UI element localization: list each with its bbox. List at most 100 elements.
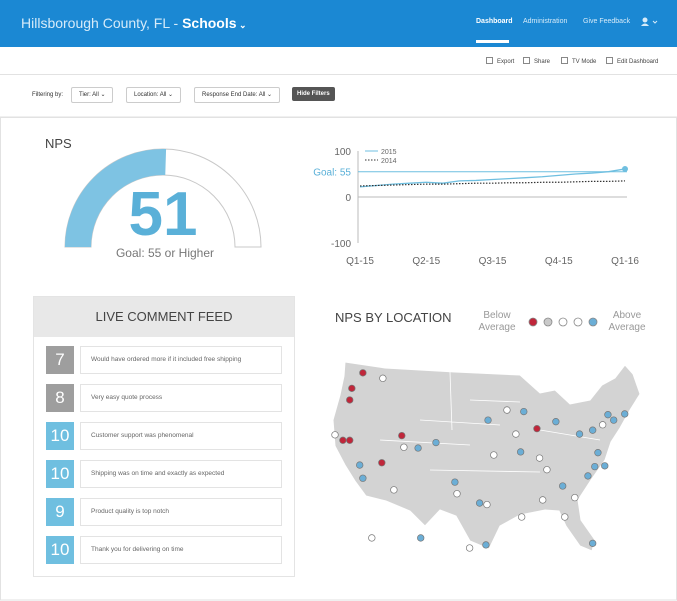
gauge-goal: Goal: 55 or Higher: [116, 246, 214, 260]
toolbar-button[interactable]: Edit Dashboard: [606, 57, 658, 65]
state-borders: [379, 371, 601, 473]
filter-bar: Filtering by: Tier: All ⌄ Location: All …: [0, 74, 677, 118]
location-dot: [575, 430, 584, 438]
comment-text: Thank you for delivering on time: [80, 536, 282, 564]
filter-dropdown[interactable]: Location: All ⌄: [126, 87, 182, 103]
org-label: Hillsborough County, FL -: [21, 15, 179, 31]
location-dot: [539, 496, 547, 504]
x-tick-label: Q3-15: [479, 256, 507, 267]
us-map-shape: [332, 361, 641, 552]
location-dot: [414, 444, 422, 452]
x-tick-label: Q2-15: [412, 256, 440, 267]
nav-link[interactable]: Give Feedback: [583, 18, 631, 25]
gauge-value: 51: [129, 180, 198, 249]
comment-score: 10: [46, 422, 74, 450]
comment-feed: LIVE COMMENT FEED 7 Would have ordered mo…: [33, 296, 295, 577]
location-dot: [559, 482, 567, 490]
series-line: [359, 180, 626, 187]
legend-dot: [558, 317, 568, 327]
comment-score: 7: [46, 346, 74, 374]
hide-filters-button[interactable]: Hide Filters: [292, 87, 335, 101]
legend-dot: [528, 317, 538, 327]
comment-text: Product quality is top notch: [80, 498, 282, 526]
location-dot: [610, 416, 618, 424]
top-bar: Hillsborough County, FL - Schools ⌄ Dash…: [0, 0, 677, 47]
location-dot: [543, 466, 551, 474]
x-tick-label: Q4-15: [545, 256, 573, 267]
gauge-fill: [65, 149, 167, 247]
location-dot: [346, 396, 354, 404]
location-dot: [594, 449, 602, 457]
user-menu[interactable]: [640, 16, 660, 28]
location-dot: [512, 430, 520, 438]
location-dot: [475, 499, 484, 507]
location-dot: [453, 490, 461, 498]
location-dot: [533, 425, 541, 433]
goal-label: Goal: 55: [313, 168, 351, 179]
location-dot: [346, 436, 354, 444]
location-dot: [368, 534, 376, 542]
location-dot: [379, 374, 387, 382]
map-title: NPS BY LOCATION: [335, 310, 452, 325]
toolbar-button[interactable]: Share: [523, 57, 550, 65]
filter-text: Response End Date: All: [202, 92, 266, 98]
legend-low: Below Average: [478, 310, 516, 333]
comment-text: Customer support was phenomenal: [80, 422, 282, 450]
location-dot: [490, 451, 498, 459]
location-dot: [599, 421, 607, 429]
location-dot: [348, 384, 356, 393]
location-dot: [535, 454, 544, 462]
legend-label: 2014: [381, 158, 397, 165]
nav-link[interactable]: Administration: [523, 18, 568, 25]
end-point: [622, 165, 628, 172]
comment-text: Would have ordered more if it included f…: [80, 346, 282, 374]
filter-text: Tier: All: [79, 92, 99, 98]
filter-dropdown[interactable]: Tier: All ⌄: [71, 87, 114, 103]
comment-score: 10: [46, 536, 74, 564]
x-tick-label: Q1-16: [611, 256, 639, 267]
location-dot: [339, 436, 347, 444]
comment-score: 8: [46, 384, 74, 412]
y-tick-label: 100: [334, 147, 351, 158]
comment-score: 9: [46, 498, 74, 526]
location-dot: [621, 410, 629, 418]
toolbar-button[interactable]: TV Mode: [561, 57, 596, 65]
location-dot: [378, 459, 386, 467]
comment-score: 10: [46, 460, 74, 488]
location-dot: [518, 513, 526, 521]
location-dot: [465, 544, 474, 552]
location-dot: [591, 462, 599, 471]
location-dot: [552, 418, 560, 426]
toolbar: Export Share TV Mode Edit Dashboard: [0, 47, 677, 75]
location-dot: [604, 411, 612, 419]
legend-dot: [573, 317, 583, 327]
series-line: [359, 168, 626, 188]
y-tick-label: 0: [345, 193, 351, 204]
location-dot: [432, 438, 440, 447]
comment-text: Very easy quote process: [80, 384, 282, 412]
location-dot: [516, 448, 525, 456]
location-dot: [484, 416, 492, 424]
location-dot: [601, 462, 609, 470]
legend-dot: [543, 317, 553, 327]
location-dot: [400, 443, 408, 451]
location-dot: [520, 407, 528, 416]
section-selector[interactable]: Schools: [182, 15, 237, 31]
toolbar-button[interactable]: Export: [486, 57, 514, 65]
legend-dot: [588, 317, 598, 327]
nav-underline: [476, 40, 509, 43]
legend-high: Above Average: [608, 310, 646, 333]
location-dot: [417, 534, 425, 542]
location-dot: [561, 513, 569, 521]
x-tick-label: Q1-15: [346, 256, 374, 267]
org-name: Hillsborough County, FL - Schools ⌄: [21, 15, 247, 31]
location-dot: [398, 431, 406, 440]
location-dot: [359, 369, 367, 377]
location-dot: [571, 493, 579, 502]
nav-link[interactable]: Dashboard: [476, 18, 513, 25]
location-dot: [331, 431, 339, 439]
filter-text: Location: All: [134, 92, 167, 98]
filter-dropdown[interactable]: Response End Date: All ⌄: [194, 87, 281, 103]
location-dot: [483, 500, 491, 509]
